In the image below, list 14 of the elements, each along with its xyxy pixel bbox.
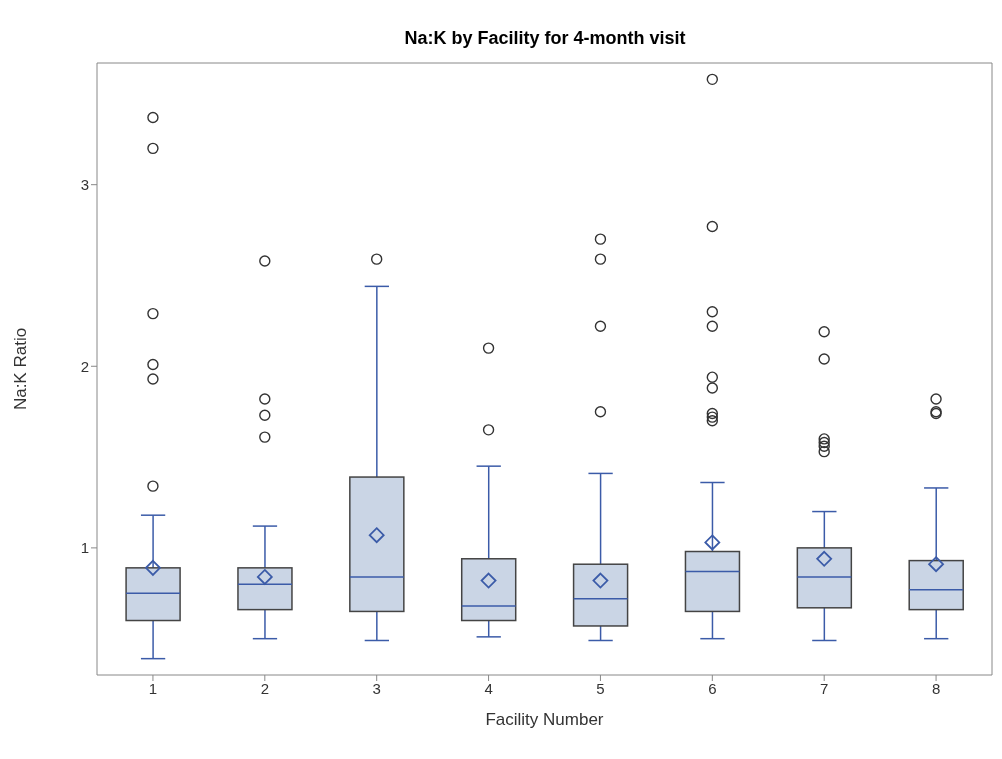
y-tick-label: 2 xyxy=(80,357,89,375)
x-tick-label: 6 xyxy=(708,679,717,697)
x-tick-label: 7 xyxy=(820,679,829,697)
x-tick-label: 4 xyxy=(484,679,493,697)
x-tick-label: 3 xyxy=(372,679,381,697)
x-tick-label: 8 xyxy=(931,679,941,697)
x-tick-label: 1 xyxy=(148,679,158,697)
y-tick-label: 3 xyxy=(80,176,89,193)
chart-title: Na:K by Facility for 4-month visit xyxy=(403,28,687,49)
x-axis-title: Facility Number xyxy=(485,710,604,729)
x-tick-label: 5 xyxy=(596,679,605,697)
y-tick-label: 1 xyxy=(80,539,89,557)
y-axis-title: Na:K Ratio xyxy=(11,327,31,411)
x-tick-label: 2 xyxy=(260,679,269,697)
